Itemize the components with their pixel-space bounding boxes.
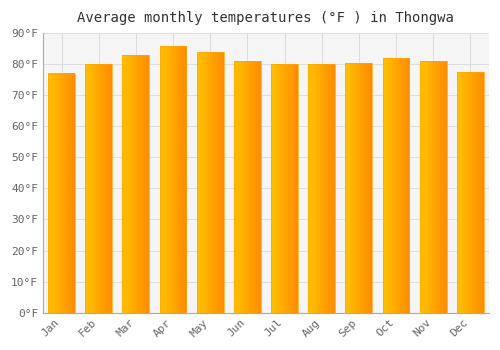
Bar	[308, 64, 335, 313]
Bar	[346, 63, 372, 313]
Bar	[86, 64, 112, 313]
Bar	[420, 61, 446, 313]
Bar	[122, 55, 149, 313]
Bar	[382, 58, 409, 313]
Bar	[48, 74, 75, 313]
Bar	[271, 64, 298, 313]
Bar	[234, 61, 260, 313]
Bar	[457, 72, 483, 313]
Title: Average monthly temperatures (°F ) in Thongwa: Average monthly temperatures (°F ) in Th…	[78, 11, 454, 25]
Bar	[197, 52, 224, 313]
Bar	[160, 46, 186, 313]
